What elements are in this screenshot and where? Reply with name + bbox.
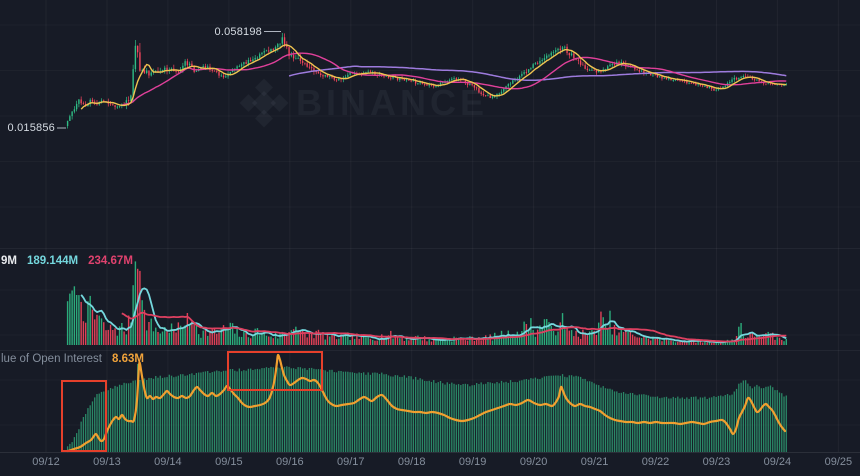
price-low-label: 0.015856 [7, 122, 55, 134]
time-axis-label: 09/15 [215, 456, 243, 468]
price-ma-mid-line [121, 52, 787, 106]
price-ma-slow-line [288, 65, 787, 81]
price-high-label: 0.058198 [214, 26, 262, 38]
time-axis-label: 09/13 [93, 456, 121, 468]
open-interest-label: lue of Open Interest [1, 353, 103, 365]
time-axis-label: 09/22 [641, 456, 670, 468]
time-axis-label: 09/16 [276, 456, 304, 468]
price-ma-fast-line [80, 44, 787, 110]
open-interest-bars [66, 363, 787, 452]
time-axis-label: 09/18 [397, 456, 426, 468]
volume-label-partial: 9M [1, 255, 17, 267]
time-axis-label: 09/20 [519, 456, 548, 468]
svg-text:BINANCE: BINANCE [296, 82, 488, 123]
time-axis-label: 09/24 [763, 456, 792, 468]
time-axis-label: 09/21 [580, 456, 609, 468]
time-axis-label: 09/12 [32, 456, 60, 468]
open-interest-legend: lue of Open Interest 8.63M [1, 353, 144, 365]
volume-ma-fast-value: 189.144M [26, 255, 79, 267]
annotation-rect-2[interactable] [227, 351, 323, 391]
volume-ma-slow-value: 234.67M [88, 255, 133, 267]
time-axis-label: 09/19 [458, 456, 487, 468]
open-interest-value: 8.63M [112, 353, 144, 365]
annotation-rect-1[interactable] [61, 380, 107, 452]
time-axis-label: 09/17 [336, 456, 365, 468]
binance-watermark: BINANCE [239, 78, 488, 128]
volume-ma-legend: 9M 189.144M 234.67M [1, 255, 133, 267]
volume-bars [66, 261, 787, 345]
time-axis-label: 09/25 [824, 456, 853, 468]
open-interest-line [66, 353, 787, 453]
time-axis-label: 09/23 [702, 456, 731, 468]
time-axis-label: 09/14 [154, 456, 182, 468]
volume-ma-slow-line [121, 311, 787, 343]
volume-ma-fast-line [80, 287, 787, 344]
